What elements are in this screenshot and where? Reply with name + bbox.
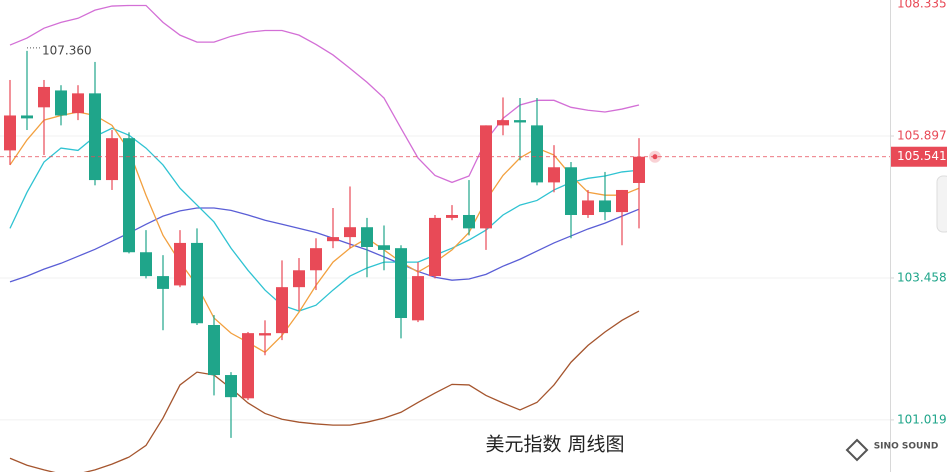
y-tick-label: 101.019 xyxy=(897,412,947,426)
logo: SINO SOUND xyxy=(845,438,939,462)
candle-body xyxy=(582,200,594,215)
candle-body xyxy=(633,156,645,183)
candle-body xyxy=(157,276,169,289)
candle-body xyxy=(548,167,560,183)
candle-body xyxy=(72,93,84,114)
candle-body xyxy=(599,200,611,213)
scroll-button-bg[interactable] xyxy=(936,175,947,233)
candle-body xyxy=(293,270,305,288)
candle-body xyxy=(140,252,152,277)
candle-body xyxy=(191,242,203,324)
indicator-line xyxy=(9,207,640,283)
chart-title: 美元指数 周线图 xyxy=(485,434,624,456)
candle-body xyxy=(55,90,67,116)
candle-body xyxy=(531,125,543,183)
last-price-dot xyxy=(652,154,658,160)
candle-body xyxy=(446,214,458,218)
candle-body xyxy=(480,125,492,229)
candle-body xyxy=(514,120,526,123)
candle-body xyxy=(565,167,577,215)
candle-body xyxy=(616,189,628,213)
candle-body xyxy=(412,276,424,321)
candle-body xyxy=(378,245,390,250)
candle-body xyxy=(38,86,50,108)
candle-body xyxy=(89,93,101,181)
candle-body xyxy=(242,333,254,399)
indicator-line xyxy=(9,310,640,472)
indicator-line xyxy=(9,127,640,312)
y-tick-label: 105.897 xyxy=(897,129,947,143)
y-tick-label: 103.458 xyxy=(897,270,947,284)
candle-body xyxy=(344,227,356,238)
logo-text: SINO SOUND xyxy=(874,442,939,452)
indicator-line xyxy=(9,4,640,184)
candle-body xyxy=(276,287,288,334)
indicator-line xyxy=(9,111,640,354)
candle-body xyxy=(106,138,118,181)
candle-body xyxy=(21,115,33,119)
last-price-box xyxy=(891,146,947,167)
scroll-button[interactable] xyxy=(936,175,947,233)
candle-body xyxy=(497,120,509,126)
logo-icon xyxy=(845,438,869,462)
candle-body xyxy=(463,214,475,229)
candle-body xyxy=(225,375,237,398)
candle-body xyxy=(208,324,220,376)
y-tick-label: 108.335 xyxy=(897,0,947,11)
candle-body xyxy=(310,248,322,271)
candle-body xyxy=(395,248,407,319)
candle-body xyxy=(123,138,135,253)
candle-body xyxy=(327,237,339,242)
plot-area: 107.360 xyxy=(0,4,890,472)
candle-body xyxy=(174,242,186,286)
high-annotation-label: 107.360 xyxy=(42,43,92,57)
candle-body xyxy=(259,333,271,336)
candle-body xyxy=(361,227,373,247)
candle-body xyxy=(429,217,441,277)
last-price-label: 105.541 xyxy=(897,149,947,163)
candle-body xyxy=(4,115,16,151)
